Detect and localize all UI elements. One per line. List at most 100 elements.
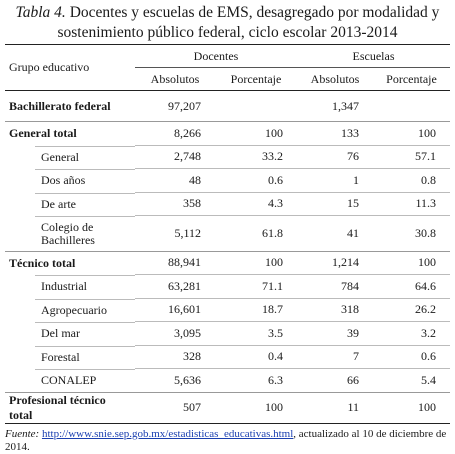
value-cell: 507 xyxy=(135,391,215,424)
document: Tabla 4. Docentes y escuelas de EMS, des… xyxy=(5,0,451,454)
label-cell: Colegio de Bachilleres xyxy=(5,215,135,252)
sub-row: Industrial 63,281 71.1 784 64.6 xyxy=(5,274,451,299)
label-text: Del mar xyxy=(35,322,135,344)
value-cell: 57.1 xyxy=(373,144,451,169)
value-cell: 26.2 xyxy=(373,297,451,322)
value-cell: 5,636 xyxy=(135,368,215,392)
value-cell: 41 xyxy=(297,215,373,251)
value-cell: 1,347 xyxy=(297,90,373,122)
label-cell: Industrial xyxy=(5,275,135,299)
label-text: Industrial xyxy=(35,275,135,297)
label-text: Colegio de Bachilleres xyxy=(35,215,135,251)
value-cell: 0.6 xyxy=(373,344,451,369)
value-cell: 784 xyxy=(297,274,373,298)
value-cell: 8,266 xyxy=(135,121,215,145)
value-cell: 133 xyxy=(297,121,373,145)
label-text: CONALEP xyxy=(35,369,135,391)
header-cell: Absolutos xyxy=(135,67,215,91)
value-cell: 6.3 xyxy=(215,368,297,392)
group-row: Técnico total 88,941 100 1,214 100 xyxy=(5,250,451,275)
value-cell: 1,214 xyxy=(297,250,373,275)
value-cell xyxy=(215,90,297,122)
title-label: Tabla 4. xyxy=(15,4,66,21)
group-row: Bachillerato federal 97,207 1,347 xyxy=(5,90,451,122)
group-row: Profesional técnico total 507 100 11 100 xyxy=(5,391,451,424)
header-cell: Grupo educativo xyxy=(5,44,135,91)
value-cell: 100 xyxy=(215,121,297,145)
label-text: Dos años xyxy=(35,169,135,191)
footnote-link[interactable]: http://www.snie.sep.gob.mx/estadisticas_… xyxy=(41,427,294,440)
table-header: Grupo educativo Docentes Escuelas Absolutos… xyxy=(5,44,451,91)
sub-row: De arte 358 4.3 15 11.3 xyxy=(5,191,451,216)
value-cell: 64.6 xyxy=(373,274,451,298)
value-cell: 71.1 xyxy=(215,274,297,298)
header-row: Grupo educativo Docentes Escuelas xyxy=(5,44,451,91)
value-cell: 76 xyxy=(297,144,373,169)
value-cell: 11 xyxy=(297,391,373,424)
value-cell: 66 xyxy=(297,368,373,392)
header-cell: Porcentaje xyxy=(373,67,451,91)
sub-row: CONALEP 5,636 6.3 66 5.4 xyxy=(5,368,451,393)
value-cell: 15 xyxy=(297,191,373,216)
value-cell: 100 xyxy=(373,250,451,275)
value-cell: 11.3 xyxy=(373,191,451,216)
label-cell: CONALEP xyxy=(5,369,135,393)
label-text: De arte xyxy=(35,192,135,215)
header-cell: Absolutos xyxy=(297,67,373,91)
value-cell: 33.2 xyxy=(215,144,297,169)
value-cell xyxy=(373,90,451,122)
label-text: Agropecuario xyxy=(35,298,135,321)
value-cell: 16,601 xyxy=(135,297,215,322)
label-cell: General xyxy=(5,145,135,169)
value-cell: 100 xyxy=(215,391,297,424)
label-cell: Bachillerato federal xyxy=(5,90,135,122)
title-text: Docentes y escuelas de EMS, desagregado … xyxy=(57,4,440,41)
group-row: General total 8,266 100 133 100 xyxy=(5,121,451,145)
value-cell: 63,281 xyxy=(135,274,215,298)
header-cell: Porcentaje xyxy=(215,67,297,91)
value-cell: 100 xyxy=(215,250,297,275)
value-cell: 39 xyxy=(297,321,373,345)
value-cell: 48 xyxy=(135,168,215,192)
table-body: Bachillerato federal 97,207 1,347 General t… xyxy=(5,90,451,424)
value-cell: 5.4 xyxy=(373,368,451,392)
label-cell: General total xyxy=(5,121,135,145)
value-cell: 3.5 xyxy=(215,321,297,345)
value-cell: 4.3 xyxy=(215,191,297,216)
data-table: Grupo educativo Docentes Escuelas Absolutos… xyxy=(5,44,451,424)
value-cell: 18.7 xyxy=(215,297,297,322)
label-cell: Técnico total xyxy=(5,250,135,275)
table-title: Tabla 4. Docentes y escuelas de EMS, des… xyxy=(5,0,450,44)
value-cell: 88,941 xyxy=(135,250,215,275)
header-cell: Docentes xyxy=(135,44,297,68)
header-cell: Escuelas xyxy=(297,44,451,68)
value-cell: 328 xyxy=(135,344,215,369)
value-cell: 0.8 xyxy=(373,168,451,192)
value-cell: 318 xyxy=(297,297,373,322)
value-cell: 3.2 xyxy=(373,321,451,345)
value-cell: 100 xyxy=(373,391,451,424)
value-cell: 30.8 xyxy=(373,215,451,251)
value-cell: 0.4 xyxy=(215,344,297,369)
label-text: General xyxy=(35,145,135,168)
label-cell: Profesional técnico total xyxy=(5,391,135,424)
value-cell: 0.6 xyxy=(215,168,297,192)
value-cell: 7 xyxy=(297,344,373,369)
value-cell: 3,095 xyxy=(135,321,215,345)
value-cell: 97,207 xyxy=(135,90,215,122)
sub-row: Colegio de Bachilleres 5,112 61.8 41 30.8 xyxy=(5,215,451,252)
label-cell: Forestal xyxy=(5,345,135,369)
sub-row: Agropecuario 16,601 18.7 318 26.2 xyxy=(5,297,451,322)
footnote-label: Fuente: xyxy=(5,427,40,440)
sub-row: Del mar 3,095 3.5 39 3.2 xyxy=(5,321,451,346)
value-cell: 358 xyxy=(135,191,215,216)
sub-row: General 2,748 33.2 76 57.1 xyxy=(5,144,451,169)
label-cell: Del mar xyxy=(5,322,135,346)
value-cell: 61.8 xyxy=(215,215,297,251)
footnote: Fuente: http://www.snie.sep.gob.mx/estad… xyxy=(5,428,450,454)
value-cell: 100 xyxy=(373,121,451,145)
label-cell: Dos años xyxy=(5,169,135,193)
label-cell: Agropecuario xyxy=(5,298,135,322)
